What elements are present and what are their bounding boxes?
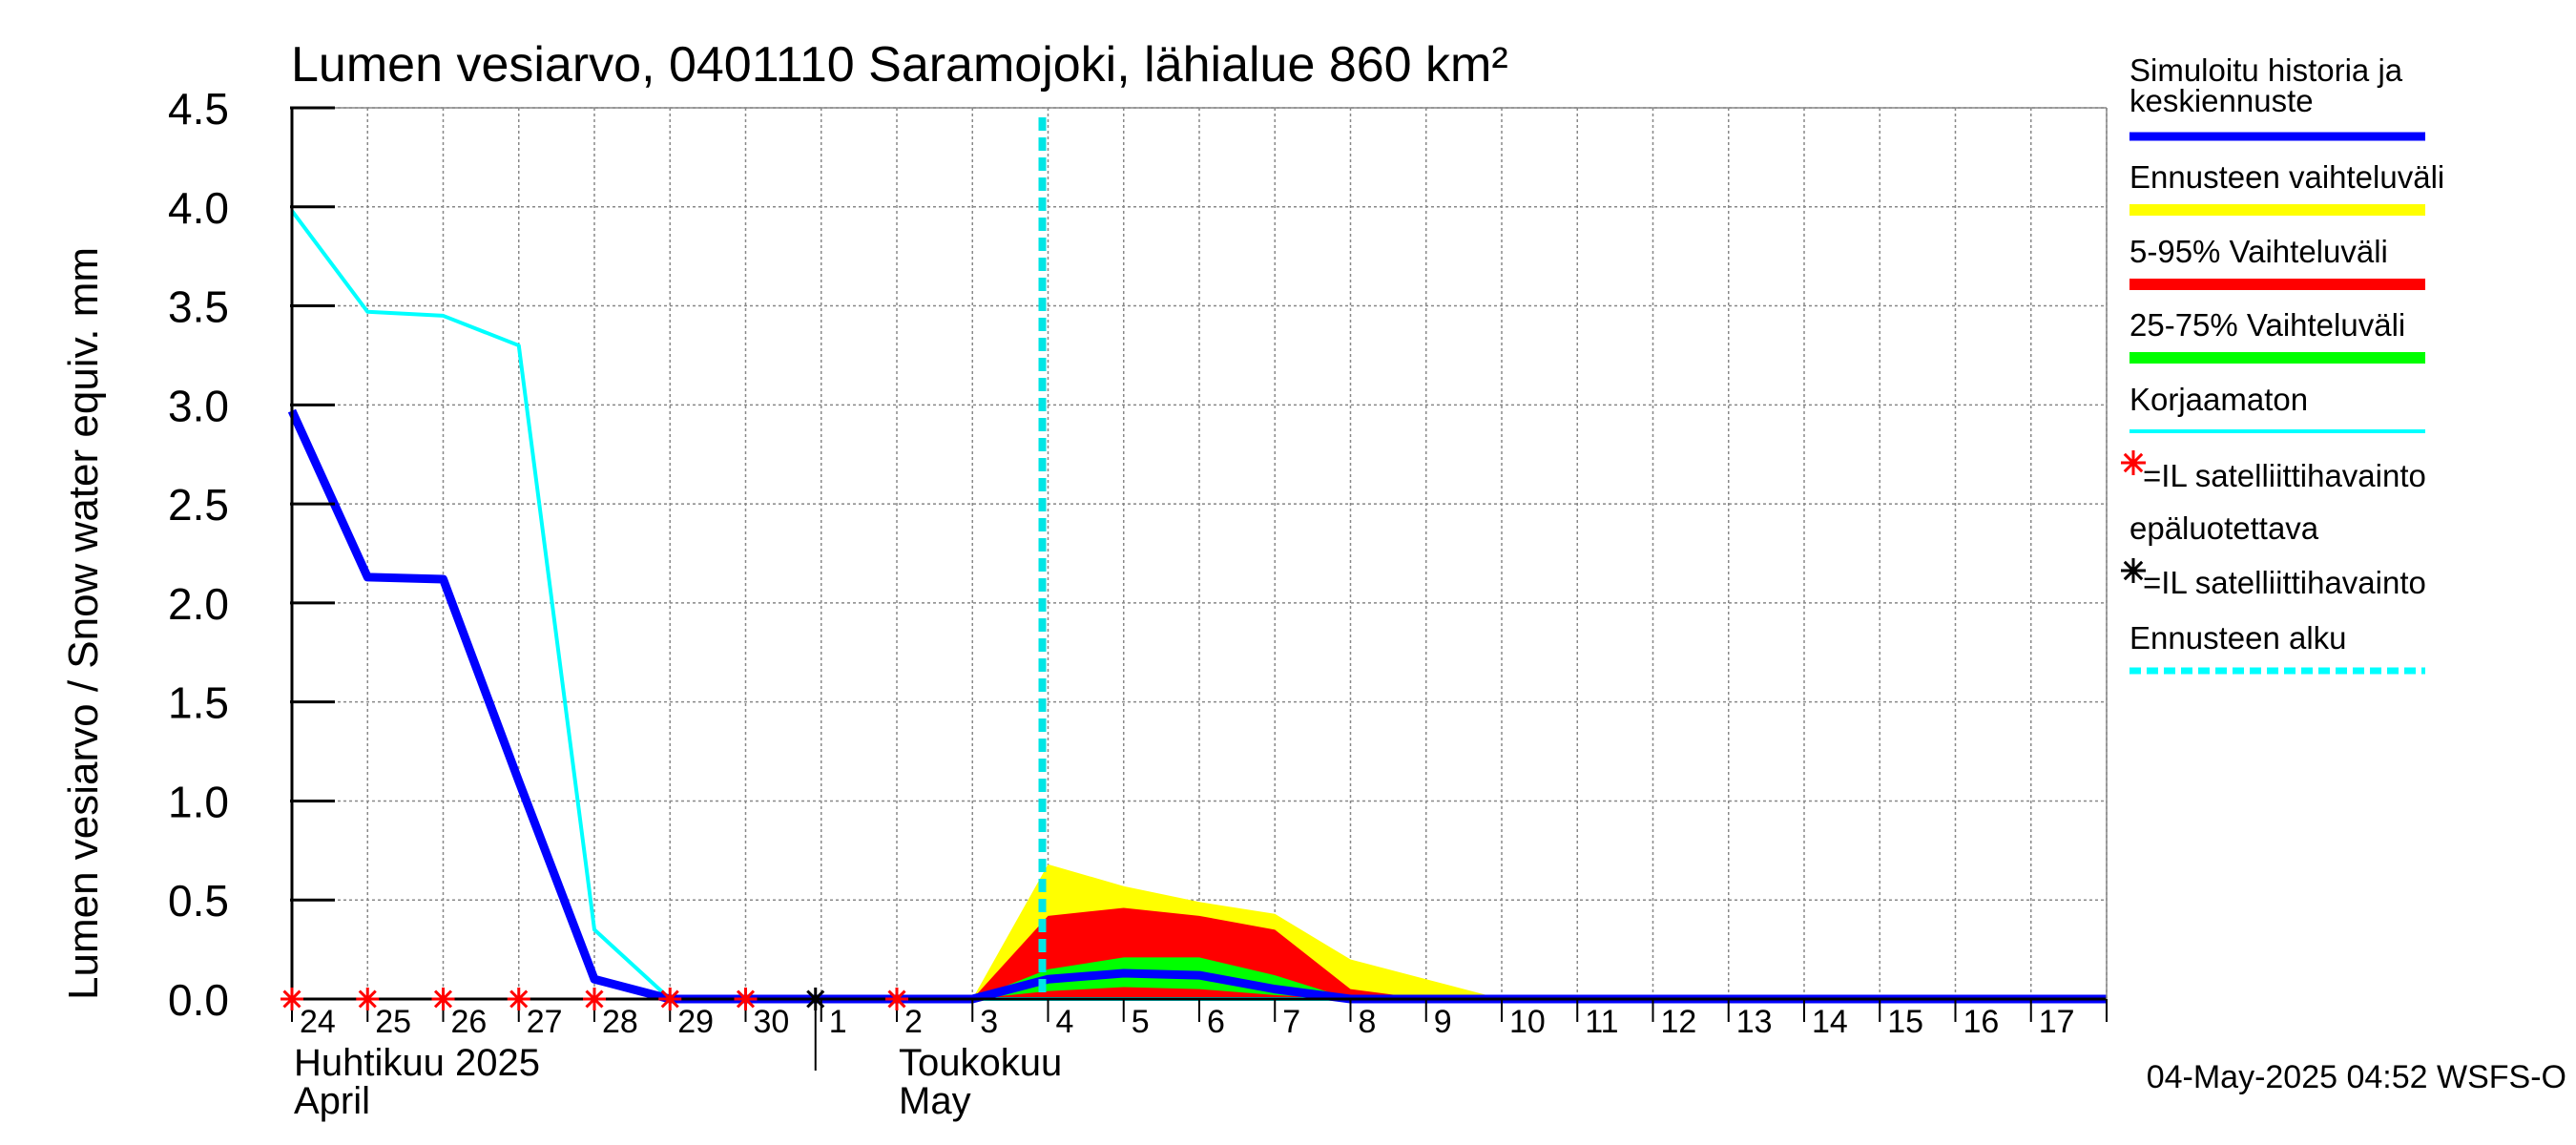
x-tick-label: 2 [904,1004,923,1040]
legend-label: keskiennuste [2129,83,2314,118]
month-label-line2: April [294,1080,370,1122]
y-tick-label: 3.0 [168,381,229,430]
footer-timestamp: 04-May-2025 04:52 WSFS-O [2147,1059,2566,1095]
y-tick-label: 2.0 [168,579,229,629]
x-tick-label: 1 [829,1004,847,1040]
x-tick-labels: 24 25 26 27 28 29 30 1 2 3 4 5 6 7 8 9 10 11 12 13 14 15 16 17 [300,1004,2075,1040]
x-tick-label: 8 [1359,1004,1377,1040]
x-tick-label: 17 [2039,1004,2075,1040]
y-tick-label: 1.5 [168,678,229,728]
satellite-marker-red [734,988,758,1010]
x-tick-label: 14 [1812,1004,1848,1040]
x-tick-label: 9 [1434,1004,1452,1040]
x-tick-label: 25 [375,1004,411,1040]
legend-label: Korjaamaton [2129,382,2308,417]
star-stroke [509,989,529,1009]
satellite-marker-red [507,988,530,1010]
legend-star-icon [2121,450,2146,475]
y-tick-label: 0.0 [168,975,229,1025]
y-tick-label: 4.5 [168,84,229,134]
y-tick-labels: 0.0 0.5 1.0 1.5 2.0 2.5 3.0 3.5 4.0 4.5 [168,84,229,1025]
month-label-line2: May [899,1080,971,1122]
x-tick-label: 24 [300,1004,336,1040]
legend-label: Simuloitu historia ja [2129,52,2403,88]
chart-title: Lumen vesiarvo, 0401110 Saramojoki, lähi… [291,37,1508,93]
satellite-marker-black [803,988,827,1010]
satellite-marker-red [885,988,908,1010]
satellite-marker-red [280,988,303,1010]
satellite-marker-red [356,988,380,1010]
x-tick-label: 16 [1963,1004,2000,1040]
star-stroke [736,989,756,1009]
x-tick-label: 30 [754,1004,790,1040]
legend-label: Ennusteen vaihteluväli [2129,159,2444,195]
month-label-line1: Toukokuu [899,1042,1062,1084]
star-stroke [2123,452,2144,473]
y-axis-label: Lumen vesiarvo / Snow water equiv. mm [60,247,107,1000]
star-stroke [358,989,377,1009]
x-tick-label: 11 [1585,1004,1618,1040]
star-stroke [282,989,301,1009]
x-tick-label: 29 [677,1004,714,1040]
y-tick-label: 4.0 [168,183,229,233]
star-stroke [887,989,906,1009]
x-tick-label: 3 [980,1004,998,1040]
legend-label: =IL satelliittihavainto [2143,458,2426,493]
y-tick-label: 0.5 [168,876,229,926]
star-stroke [806,989,825,1009]
x-tick-label: 4 [1056,1004,1074,1040]
legend-label: epäluotettava [2129,510,2319,546]
x-tick-label: 10 [1509,1004,1546,1040]
x-tick-label: 28 [602,1004,638,1040]
x-tick-label: 15 [1887,1004,1923,1040]
legend-label: 25-75% Vaihteluväli [2129,307,2405,343]
x-tick-label: 12 [1661,1004,1697,1040]
satellite-marker-red [583,988,606,1010]
x-tick-label: 26 [451,1004,488,1040]
star-stroke [660,989,679,1009]
legend-label: 5-95% Vaihteluväli [2129,234,2388,269]
satellite-markers [280,988,908,1010]
satellite-marker-red [431,988,455,1010]
x-tick-label: 7 [1282,1004,1300,1040]
x-tick-label: 27 [527,1004,563,1040]
y-tick-label: 3.5 [168,282,229,332]
month-label-line1: Huhtikuu 2025 [294,1042,540,1084]
x-tick-label: 13 [1736,1004,1773,1040]
legend-star-icon [2121,558,2146,583]
satellite-marker-red [658,988,682,1010]
y-tick-label: 1.0 [168,777,229,826]
star-stroke [585,989,604,1009]
star-stroke [2123,560,2144,581]
y-tick-label: 2.5 [168,480,229,530]
legend-label: =IL satelliittihavainto [2143,565,2426,600]
x-tick-label: 5 [1132,1004,1150,1040]
x-tick-label: 6 [1207,1004,1225,1040]
star-stroke [433,989,453,1009]
legend-label: Ennusteen alku [2129,620,2347,656]
